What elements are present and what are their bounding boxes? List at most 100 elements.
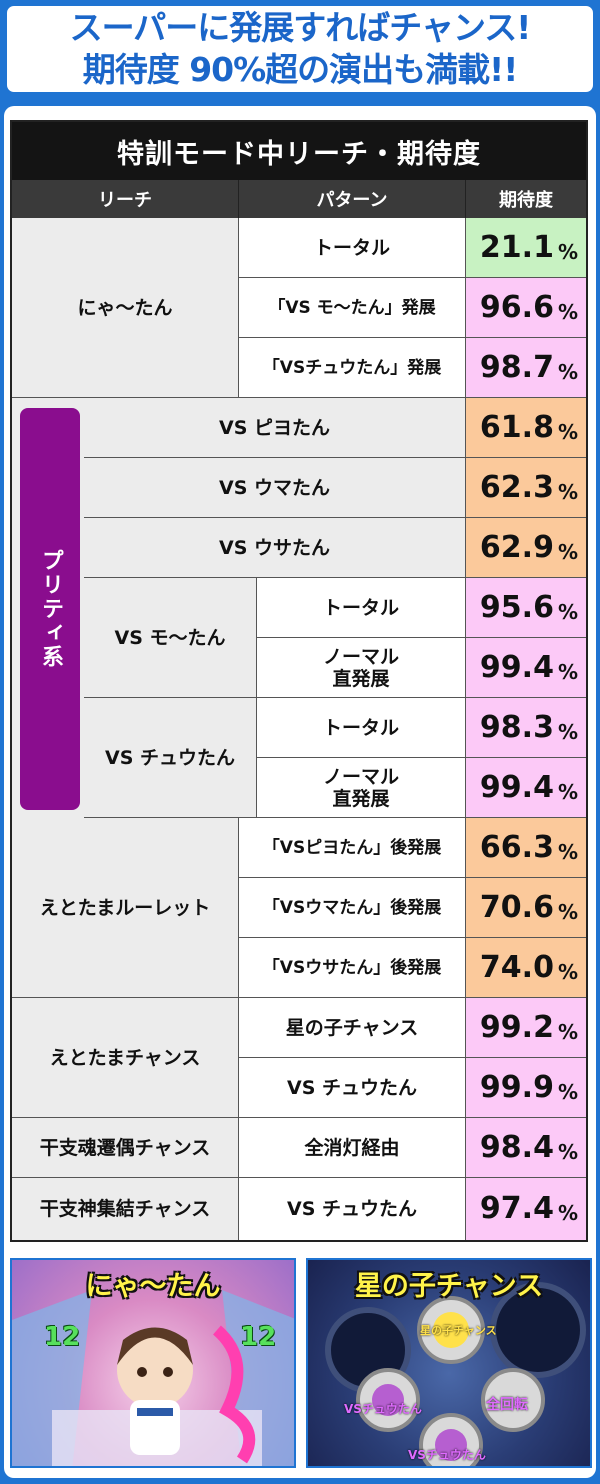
pattern-line: 直発展: [332, 787, 390, 810]
rate-cell: 99.4%: [466, 638, 586, 698]
rate-value: 98.3: [479, 709, 554, 745]
rate-value: 99.4: [479, 769, 554, 805]
rate-value: 95.6: [479, 589, 554, 625]
rate-value: 70.6: [479, 889, 554, 925]
reel-label-zenkaiten: 全回転: [486, 1397, 528, 1413]
pattern-cell: VS チュウたん: [239, 1058, 466, 1118]
group-vs-chuutan: VS チュウたん: [84, 698, 257, 818]
rate-cell: 95.6%: [466, 578, 586, 638]
rate-value: 62.3: [479, 469, 554, 505]
percent-sign: %: [557, 839, 578, 864]
pattern-cell: 「VSチュウたん」発展: [239, 338, 466, 398]
header-rate: 期待度: [466, 180, 586, 218]
group-vs-mootan: VS モ〜たん: [84, 578, 257, 698]
percent-sign: %: [557, 719, 578, 744]
pattern-line: 直発展: [332, 667, 390, 690]
pattern-cell: トータル: [239, 218, 466, 278]
pattern-cell: 「VS モ〜たん」発展: [239, 278, 466, 338]
pretty-category-label: プリティ系: [20, 408, 80, 810]
pattern-cell: 「VSピヨたん」後発展: [239, 818, 466, 878]
rate-value: 74.0: [479, 949, 554, 985]
reel-label-hoshinoko: 星の子チャンス: [420, 1324, 497, 1337]
rate-cell: 99.9%: [466, 1058, 586, 1118]
percent-sign: %: [557, 239, 578, 264]
rate-cell: 66.3%: [466, 818, 586, 878]
pattern-cell: 「VSウサたん」後発展: [239, 938, 466, 998]
group-etotama-chance: えとたまチャンス: [12, 998, 239, 1118]
rate-value: 98.7: [479, 349, 554, 385]
percent-sign: %: [557, 359, 578, 384]
pattern-cell: VS ピヨたん: [84, 398, 466, 458]
reel-label-vs-chuutan-2: VSチュウたん: [408, 1448, 486, 1462]
headline-line-2: 期待度 90%超の演出も満載!!: [82, 50, 519, 89]
rate-cell: 70.6%: [466, 878, 586, 938]
screenshot-title-nyaatan: にゃ〜たん: [85, 1271, 221, 1302]
percent-sign: %: [557, 659, 578, 684]
pattern-cell: VS ウマたん: [84, 458, 466, 518]
percent-sign: %: [557, 899, 578, 924]
percent-sign: %: [557, 959, 578, 984]
percent-sign: %: [557, 779, 578, 804]
nyaatan-scene-art: [12, 1290, 294, 1466]
reel-label-vs-chuutan: VSチュウたん: [344, 1402, 422, 1416]
header-pattern: パターン: [239, 180, 466, 218]
pattern-cell: トータル: [257, 698, 466, 758]
hoshinoko-scene-art: [325, 1282, 586, 1466]
percent-sign: %: [557, 419, 578, 444]
rate-cell: 74.0%: [466, 938, 586, 998]
rate-value: 98.4: [479, 1129, 554, 1165]
left-reel-number: 12: [44, 1322, 81, 1352]
group-nyaatan: にゃ〜たん: [12, 218, 239, 398]
rate-cell: 62.3%: [466, 458, 586, 518]
pattern-cell: 全消灯経由: [239, 1118, 466, 1178]
percent-sign: %: [557, 539, 578, 564]
rate-value: 99.9: [479, 1069, 554, 1105]
rate-value: 99.4: [479, 649, 554, 685]
rate-value: 99.2: [479, 1009, 554, 1045]
group-etotama-roulette: えとたまルーレット: [12, 818, 239, 998]
header-reach: リーチ: [12, 180, 239, 218]
pattern-cell: 星の子チャンス: [239, 998, 466, 1058]
percent-sign: %: [557, 1201, 578, 1225]
pattern-cell: VS チュウたん: [239, 1178, 466, 1240]
rate-cell: 62.9%: [466, 518, 586, 578]
reach-expectation-table: 特訓モード中リーチ・期待度 リーチ パターン 期待度 にゃ〜たん VS モ〜たん…: [10, 120, 588, 1242]
rate-value: 66.3: [479, 829, 554, 865]
pretty-category-text: プリティ系: [38, 549, 63, 669]
pattern-cell: トータル: [257, 578, 466, 638]
rate-value: 96.6: [479, 289, 554, 325]
percent-sign: %: [557, 479, 578, 504]
screenshot-hoshinoko: 星の子チャンス VSチュウたん 全回転 VSチュウたん 星の子チャンス: [306, 1258, 592, 1468]
screenshot-nyaatan: 12 12 にゃ〜たん: [10, 1258, 296, 1468]
table-title: 特訓モード中リーチ・期待度: [12, 122, 586, 180]
group-kanshi-god: 干支神集結チャンス: [12, 1178, 239, 1240]
rate-cell: 99.2%: [466, 998, 586, 1058]
screenshot-title-hoshinoko: 星の子チャンス: [354, 1271, 544, 1302]
percent-sign: %: [557, 1019, 578, 1044]
rate-cell: 21.1%: [466, 218, 586, 278]
pattern-line: ノーマル: [322, 765, 399, 788]
rate-value: 61.8: [479, 409, 554, 445]
percent-sign: %: [557, 1139, 578, 1164]
pattern-cell-two-line: ノーマル 直発展: [257, 638, 466, 698]
rate-cell: 98.7%: [466, 338, 586, 398]
pattern-line: ノーマル: [322, 645, 399, 668]
right-reel-number: 12: [240, 1322, 277, 1352]
rate-cell: 99.4%: [466, 758, 586, 818]
pattern-cell-two-line: ノーマル 直発展: [257, 758, 466, 818]
percent-sign: %: [557, 1079, 578, 1104]
rate-value: 97.4: [479, 1191, 554, 1226]
group-kanshi-soul: 干支魂遷偶チャンス: [12, 1118, 239, 1178]
pattern-cell: 「VSウマたん」後発展: [239, 878, 466, 938]
rate-cell: 96.6%: [466, 278, 586, 338]
rate-cell: 98.4%: [466, 1118, 586, 1178]
headline-line-1: スーパーに発展すればチャンス!: [69, 8, 532, 47]
pattern-cell: VS ウサたん: [84, 518, 466, 578]
percent-sign: %: [557, 599, 578, 624]
rate-value: 62.9: [479, 529, 554, 565]
rate-cell: 61.8%: [466, 398, 586, 458]
rate-cell: 97.4%: [466, 1178, 586, 1240]
rate-value: 21.1: [479, 229, 554, 265]
percent-sign: %: [557, 299, 578, 324]
rate-cell: 98.3%: [466, 698, 586, 758]
